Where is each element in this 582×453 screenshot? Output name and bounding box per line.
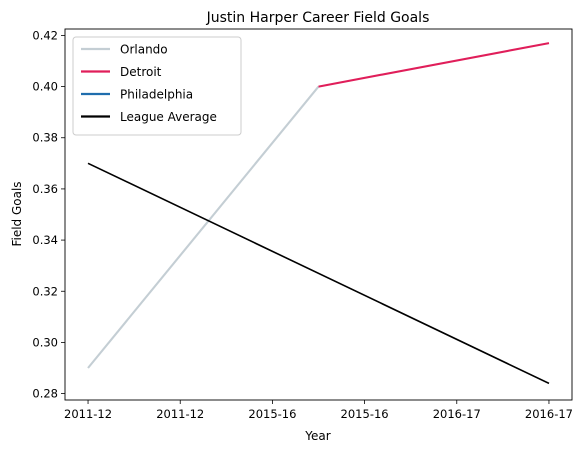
- legend-entry-label: League Average: [120, 110, 217, 124]
- y-tick-label: 0.42: [32, 28, 58, 42]
- series-line-orlando: [87, 85, 320, 369]
- x-tick-label: 2011-12: [156, 407, 204, 421]
- x-axis-label: Year: [304, 429, 330, 443]
- legend: Orlando Detroit Philadelphia League Average: [72, 36, 242, 136]
- chart-title: Justin Harper Career Field Goals: [206, 10, 430, 26]
- y-tick-label: 0.40: [32, 80, 58, 94]
- y-axis-label: Field Goals: [10, 181, 24, 246]
- y-tick-label: 0.36: [32, 182, 58, 196]
- x-tick-label: 2016-17: [525, 407, 573, 421]
- y-tick-label: 0.34: [32, 233, 58, 247]
- legend-entry-label: Philadelphia: [120, 88, 193, 102]
- legend-box: [72, 36, 242, 136]
- legend-entry-label: Detroit: [120, 65, 162, 79]
- x-tick-label: 2015-16: [248, 407, 296, 421]
- y-tick-label: 0.30: [32, 335, 58, 349]
- plot-frame: [64, 28, 573, 401]
- y-tick-label: 0.38: [32, 131, 58, 145]
- x-tick-label: 2015-16: [341, 407, 389, 421]
- series-line-league-average: [87, 162, 550, 385]
- series-line-detroit: [318, 42, 550, 88]
- x-tick-label: 2011-12: [64, 407, 112, 421]
- y-tick-label: 0.28: [32, 387, 58, 401]
- x-tick-label: 2016-17: [433, 407, 481, 421]
- legend-entry-label: Orlando: [120, 43, 168, 57]
- y-tick-label: 0.32: [32, 284, 58, 298]
